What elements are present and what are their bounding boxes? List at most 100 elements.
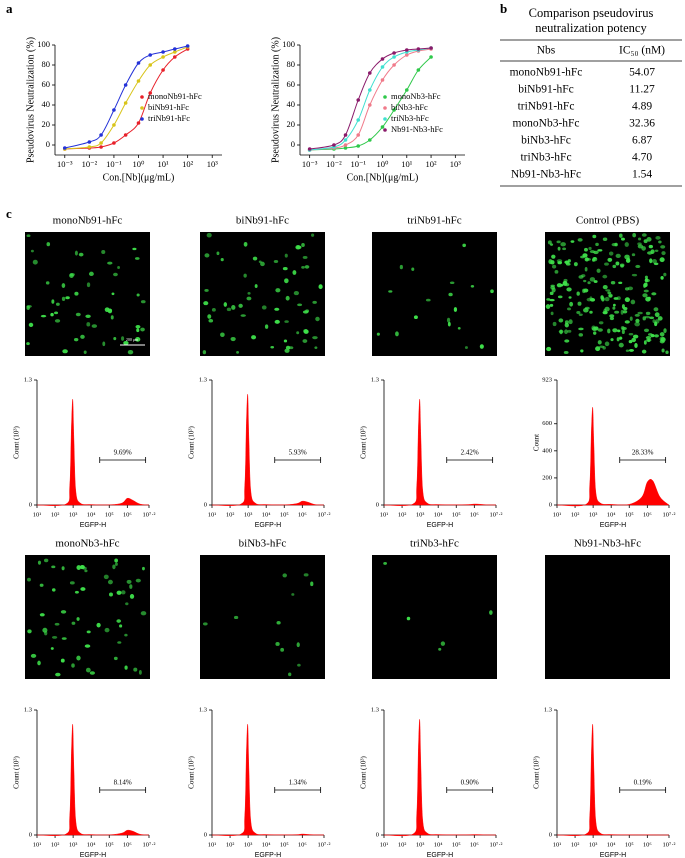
cell (411, 267, 415, 271)
cell (113, 272, 118, 277)
cell (88, 271, 94, 277)
x-tick-label: 10³ (69, 511, 78, 518)
legend-label: biNb3-hFc (391, 102, 428, 112)
cell (554, 270, 559, 274)
data-point (404, 48, 409, 52)
histogram (36, 399, 149, 506)
data-point (429, 46, 433, 50)
y-tick-label: 0 (549, 501, 552, 508)
cell (312, 300, 317, 304)
x-tick-label: 10⁶ (470, 841, 479, 848)
cell (550, 284, 555, 288)
x-tick-label: 10⁷·² (318, 511, 331, 518)
cell (602, 284, 608, 290)
cell (395, 331, 399, 337)
cell (121, 336, 125, 341)
cell (600, 295, 604, 300)
cell (282, 573, 287, 578)
x-axis-label: EGFP-H (80, 852, 106, 858)
cell (622, 310, 628, 314)
cell (602, 311, 608, 315)
cell (567, 259, 571, 263)
data-point (429, 55, 433, 59)
table-cell: 54.07 (629, 67, 655, 79)
cell (644, 315, 651, 319)
x-tick-label: 10⁴ (87, 841, 97, 848)
cell (654, 312, 660, 318)
cell (643, 328, 650, 333)
cell (652, 319, 656, 324)
cell (453, 307, 458, 312)
cell (202, 622, 208, 626)
cell (621, 329, 625, 335)
cell (632, 334, 639, 339)
cell (614, 310, 620, 314)
cell (631, 337, 637, 343)
x-tick-label: 10⁵ (105, 841, 114, 848)
x-tick-label: 10⁰ (377, 159, 390, 169)
cell (62, 349, 68, 354)
cell (296, 245, 302, 250)
cell (40, 314, 47, 318)
y-tick-label: 40 (287, 99, 296, 109)
cell (238, 303, 243, 308)
cell (117, 265, 120, 270)
cell (89, 671, 95, 675)
x-tick-label: 10³ (450, 159, 462, 169)
cell (607, 291, 612, 295)
cell (51, 635, 58, 639)
cell (653, 307, 659, 312)
y-tick-label: 0 (376, 831, 379, 838)
histogram (211, 394, 324, 506)
cell (406, 616, 411, 621)
cell (115, 562, 118, 566)
data-point (172, 55, 177, 59)
cell (27, 629, 32, 634)
x-axis-label: Con.[Nb](μg/mL) (103, 172, 175, 183)
cell (648, 244, 653, 249)
x-tick-label: 10⁷·² (143, 841, 156, 848)
data-point (392, 108, 396, 112)
legend-label: Nb91-Nb3-hFc (391, 124, 443, 134)
x-tick-label: 10⁴ (607, 511, 617, 518)
cell (312, 336, 318, 340)
x-tick-label: 10⁻³ (57, 159, 73, 169)
data-point (161, 68, 165, 72)
x-tick-label: 10¹ (401, 159, 413, 169)
cell (274, 307, 280, 311)
data-point (416, 68, 421, 72)
cell (102, 341, 106, 347)
cell (30, 653, 37, 658)
cell (293, 291, 299, 296)
cell (292, 270, 297, 275)
cell (637, 237, 642, 241)
x-tick-label: 10⁵ (452, 511, 461, 518)
cell (620, 237, 625, 241)
cell (438, 647, 442, 651)
cell (645, 311, 651, 315)
x-tick-label: 10⁵ (452, 841, 461, 848)
x-tick-label: 10⁷·² (490, 841, 503, 848)
data-point (136, 61, 141, 65)
cell (464, 346, 468, 349)
histogram (383, 719, 496, 837)
cell (140, 300, 146, 304)
cell (627, 286, 634, 291)
cell (116, 590, 122, 595)
cell (564, 339, 570, 343)
cell (204, 253, 210, 258)
cell (135, 324, 141, 329)
micrograph (25, 555, 150, 679)
x-axis-label: EGFP-H (600, 852, 626, 858)
cell (654, 334, 659, 338)
cell (624, 320, 630, 324)
y-tick-label: 60 (42, 79, 51, 89)
cell (80, 334, 85, 339)
cell (230, 336, 236, 342)
cell (203, 301, 209, 306)
y-tick-label: 1.3 (24, 706, 32, 713)
cell (204, 289, 209, 292)
micrograph (372, 232, 497, 356)
y-axis-label: Count (10³) (360, 426, 368, 459)
x-tick-label: 10¹ (380, 511, 389, 518)
